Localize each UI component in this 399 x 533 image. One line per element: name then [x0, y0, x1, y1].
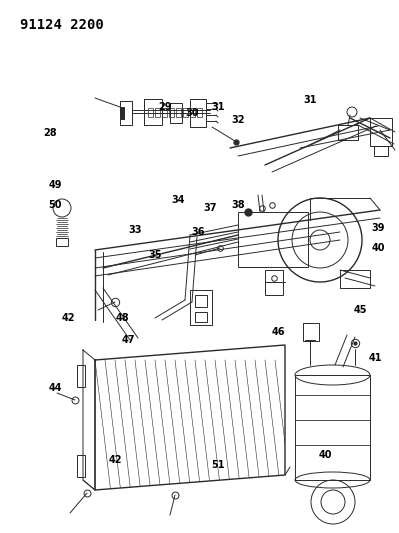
- Text: 30: 30: [185, 108, 199, 118]
- Bar: [77, 365, 85, 387]
- Bar: [190, 108, 195, 117]
- Bar: [295, 375, 370, 480]
- Text: 40: 40: [371, 243, 385, 253]
- Text: 35: 35: [148, 250, 162, 260]
- Bar: [169, 108, 174, 117]
- Bar: [340, 270, 370, 288]
- Text: 39: 39: [371, 223, 385, 233]
- Bar: [190, 290, 212, 325]
- Text: 37: 37: [203, 203, 217, 213]
- Bar: [144, 99, 162, 125]
- Text: 33: 33: [128, 225, 142, 235]
- Bar: [162, 108, 167, 117]
- Text: 42: 42: [61, 313, 75, 323]
- Bar: [238, 212, 308, 267]
- Bar: [338, 125, 358, 140]
- Bar: [148, 108, 153, 117]
- Bar: [197, 108, 202, 117]
- Bar: [170, 103, 182, 123]
- Text: 41: 41: [368, 353, 382, 363]
- Bar: [56, 238, 68, 246]
- Bar: [195, 295, 207, 307]
- Text: 45: 45: [353, 305, 367, 315]
- Text: 91124 2200: 91124 2200: [20, 18, 104, 32]
- Text: 31: 31: [211, 102, 225, 112]
- Text: 50: 50: [48, 200, 62, 210]
- Bar: [183, 108, 188, 117]
- Text: 38: 38: [231, 200, 245, 210]
- Text: 46: 46: [271, 327, 285, 337]
- Text: 36: 36: [191, 227, 205, 237]
- Bar: [77, 455, 85, 477]
- Bar: [120, 101, 132, 125]
- Text: 31: 31: [303, 95, 317, 105]
- Text: 40: 40: [318, 450, 332, 460]
- Bar: [303, 323, 319, 341]
- Text: 42: 42: [108, 455, 122, 465]
- Bar: [120, 107, 124, 119]
- Text: 34: 34: [171, 195, 185, 205]
- Text: 29: 29: [158, 102, 172, 112]
- Text: 49: 49: [48, 180, 62, 190]
- Bar: [155, 108, 160, 117]
- Bar: [374, 146, 388, 156]
- Bar: [195, 312, 207, 322]
- Text: 32: 32: [231, 115, 245, 125]
- Text: 44: 44: [48, 383, 62, 393]
- Text: 48: 48: [115, 313, 129, 323]
- Text: 51: 51: [211, 460, 225, 470]
- Bar: [265, 270, 283, 295]
- Bar: [190, 99, 206, 127]
- Bar: [176, 108, 181, 117]
- Bar: [370, 118, 392, 146]
- Text: 47: 47: [121, 335, 135, 345]
- Text: 28: 28: [43, 128, 57, 138]
